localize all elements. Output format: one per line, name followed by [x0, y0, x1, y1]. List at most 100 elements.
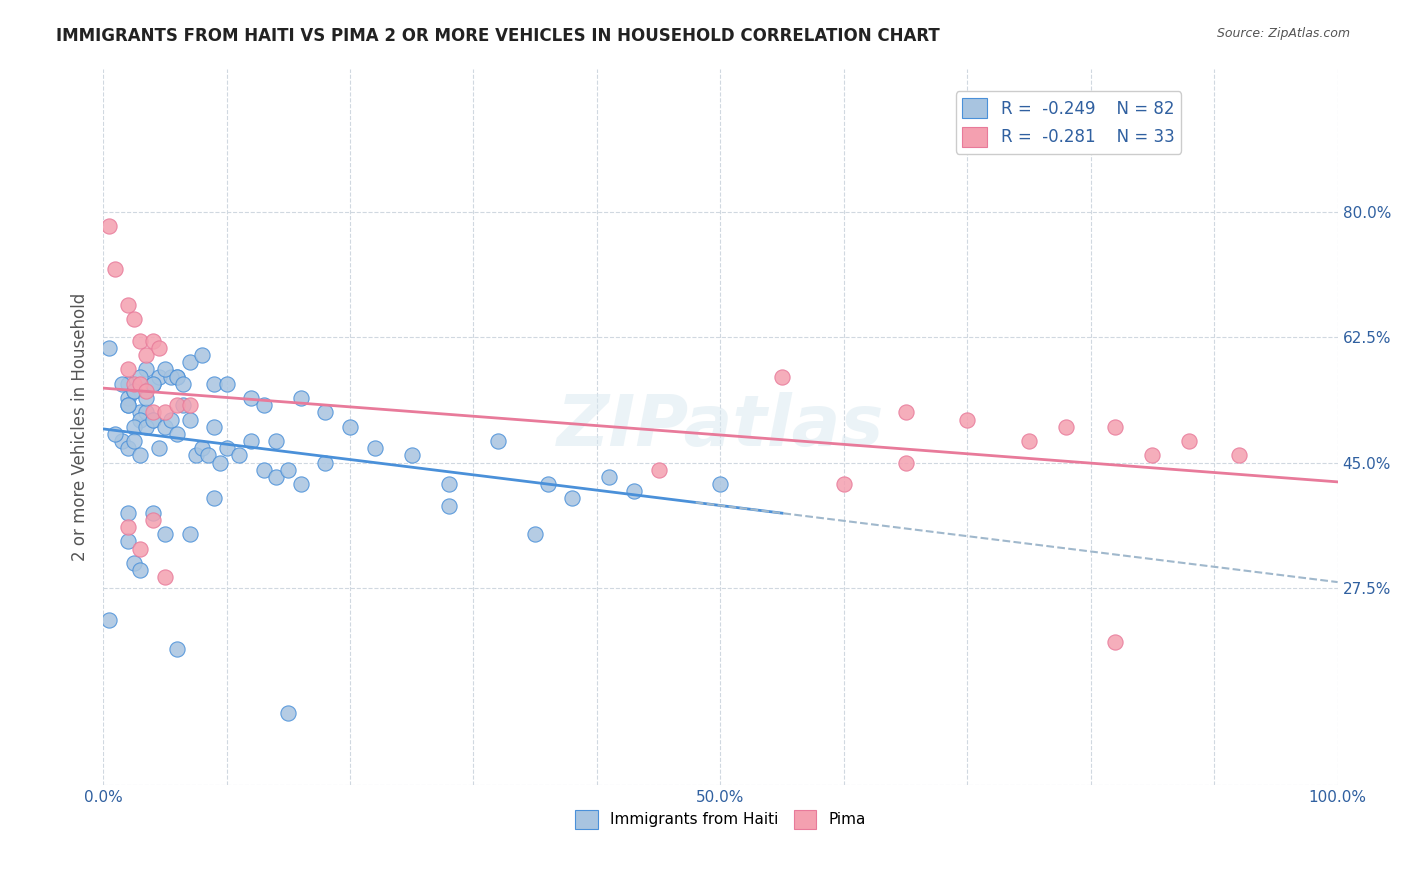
Point	[179, 527, 201, 541]
Point	[437, 477, 460, 491]
Legend: Immigrants from Haiti, Pima: Immigrants from Haiti, Pima	[568, 804, 872, 835]
Point	[894, 405, 917, 419]
Point	[117, 506, 139, 520]
Point	[135, 348, 157, 362]
Point	[172, 398, 194, 412]
Point	[202, 491, 225, 506]
Point	[956, 412, 979, 426]
Point	[141, 376, 163, 391]
Point	[1104, 419, 1126, 434]
Point	[1178, 434, 1201, 449]
Point	[148, 341, 170, 355]
Point	[129, 541, 152, 556]
Point	[832, 477, 855, 491]
Point	[160, 412, 183, 426]
Point	[1227, 449, 1250, 463]
Point	[141, 405, 163, 419]
Point	[197, 449, 219, 463]
Point	[153, 570, 176, 584]
Point	[179, 412, 201, 426]
Point	[290, 477, 312, 491]
Point	[98, 613, 121, 627]
Point	[209, 456, 232, 470]
Point	[153, 419, 176, 434]
Point	[141, 513, 163, 527]
Point	[598, 470, 620, 484]
Point	[179, 355, 201, 369]
Point	[1142, 449, 1164, 463]
Point	[135, 391, 157, 405]
Point	[141, 506, 163, 520]
Point	[277, 463, 299, 477]
Point	[129, 376, 152, 391]
Point	[1018, 434, 1040, 449]
Text: ZIPatlas: ZIPatlas	[557, 392, 884, 461]
Point	[172, 376, 194, 391]
Point	[148, 442, 170, 456]
Point	[339, 419, 361, 434]
Point	[524, 527, 547, 541]
Point	[1104, 634, 1126, 648]
Point	[160, 369, 183, 384]
Point	[111, 376, 134, 391]
Point	[111, 434, 134, 449]
Point	[117, 534, 139, 549]
Point	[117, 362, 139, 376]
Point	[117, 298, 139, 312]
Point	[117, 442, 139, 456]
Y-axis label: 2 or more Vehicles in Household: 2 or more Vehicles in Household	[72, 293, 89, 561]
Point	[401, 449, 423, 463]
Point	[141, 412, 163, 426]
Point	[277, 706, 299, 721]
Point	[166, 369, 188, 384]
Point	[240, 391, 263, 405]
Point	[215, 442, 238, 456]
Point	[122, 384, 145, 398]
Point	[129, 405, 152, 419]
Point	[153, 405, 176, 419]
Point	[709, 477, 731, 491]
Point	[98, 341, 121, 355]
Point	[486, 434, 509, 449]
Point	[647, 463, 669, 477]
Point	[122, 556, 145, 570]
Point	[129, 449, 152, 463]
Point	[184, 449, 207, 463]
Point	[252, 463, 274, 477]
Point	[153, 527, 176, 541]
Point	[228, 449, 250, 463]
Point	[179, 398, 201, 412]
Point	[104, 427, 127, 442]
Point	[264, 470, 287, 484]
Point	[202, 419, 225, 434]
Point	[129, 563, 152, 577]
Point	[166, 369, 188, 384]
Point	[141, 412, 163, 426]
Point	[135, 405, 157, 419]
Point	[98, 219, 121, 234]
Point	[117, 391, 139, 405]
Point	[364, 442, 387, 456]
Point	[129, 369, 152, 384]
Point	[117, 398, 139, 412]
Point	[536, 477, 558, 491]
Point	[1054, 419, 1077, 434]
Point	[122, 376, 145, 391]
Point	[129, 334, 152, 348]
Point	[122, 434, 145, 449]
Point	[623, 484, 645, 499]
Point	[191, 442, 214, 456]
Point	[166, 427, 188, 442]
Point	[135, 384, 157, 398]
Point	[122, 384, 145, 398]
Point	[122, 312, 145, 326]
Point	[117, 520, 139, 534]
Point	[191, 348, 214, 362]
Point	[770, 369, 793, 384]
Point	[314, 405, 336, 419]
Point	[561, 491, 583, 506]
Point	[202, 376, 225, 391]
Point	[117, 376, 139, 391]
Point	[894, 456, 917, 470]
Point	[129, 412, 152, 426]
